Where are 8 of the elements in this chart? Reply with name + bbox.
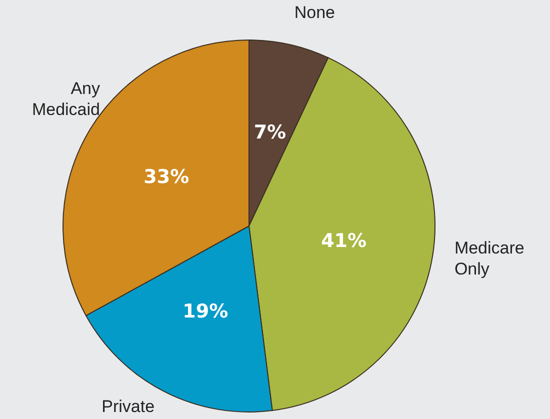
data-label: 7% xyxy=(254,121,286,144)
slice-label: None xyxy=(294,3,336,22)
data-label: 33% xyxy=(144,166,190,188)
slice-label: Private xyxy=(102,397,155,416)
slice-label: Any Medicaid xyxy=(32,79,100,120)
slice-label: Medicare Only xyxy=(454,238,524,279)
data-label: 41% xyxy=(321,230,367,252)
data-label: 19% xyxy=(182,300,228,323)
